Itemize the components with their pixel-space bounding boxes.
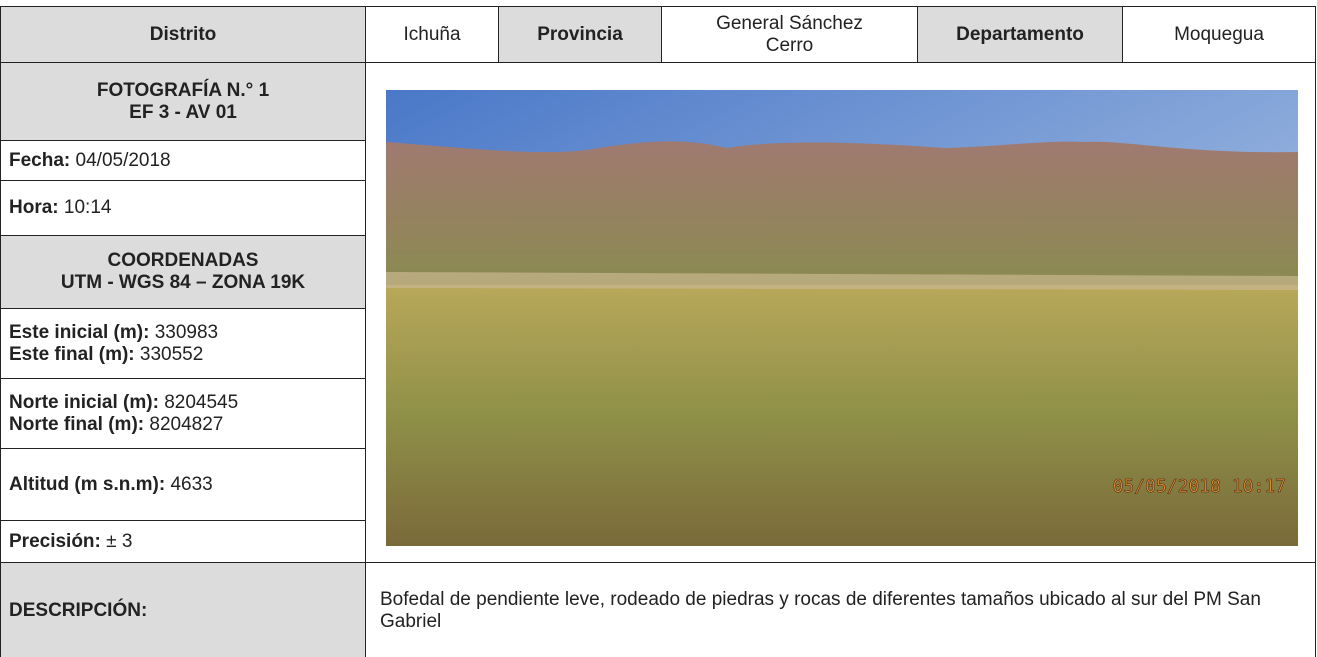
description-text: Bofedal de pendiente leve, rodeado de pi…: [365, 562, 1316, 657]
este-cell: Este inicial (m): 330983 Este final (m):…: [0, 308, 366, 379]
hora-cell: Hora: 10:14: [0, 180, 366, 236]
value: 8204545: [164, 391, 239, 413]
label: Norte final (m):: [9, 413, 145, 435]
photo-cell: 05/05/2018 10:17: [365, 62, 1316, 563]
value: 4633: [170, 473, 213, 495]
value: 8204827: [149, 413, 224, 435]
provincia: General Sánchez Cerro: [661, 6, 918, 63]
photo-title-cell: FOTOGRAFÍA N.° 1 EF 3 - AV 01: [0, 62, 366, 141]
departamento: Moquegua: [1122, 6, 1316, 63]
precision-cell: Precisión: ± 3: [0, 520, 366, 563]
label: Fecha:: [9, 149, 71, 171]
label: Hora:: [9, 197, 59, 218]
value: 330983: [154, 321, 219, 343]
value: 10:14: [63, 197, 112, 218]
label: Este inicial (m):: [9, 321, 150, 343]
coord-cell: COORDENADAS UTM - WGS 84 – ZONA 19K: [0, 235, 366, 309]
fecha-cell: Fecha: 04/05/2018: [0, 140, 366, 181]
photo: 05/05/2018 10:17: [386, 90, 1298, 546]
value: 04/05/2018: [75, 149, 171, 171]
label: Precisión:: [9, 530, 101, 552]
provincia-label: Provincia: [498, 6, 662, 63]
norte-cell: Norte inicial (m): 8204545 Norte final (…: [0, 378, 366, 449]
distrito-label: Distrito: [0, 6, 366, 63]
distrito: Ichuña: [365, 6, 499, 63]
photo-timestamp: 05/05/2018 10:17: [1113, 476, 1286, 497]
coord-system: UTM - WGS 84 – ZONA 19K: [60, 272, 306, 293]
label: Este final (m):: [9, 343, 135, 365]
value: ± 3: [106, 530, 133, 552]
departamento-label: Departamento: [917, 6, 1123, 63]
label: Altitud (m s.n.m):: [9, 473, 166, 495]
label: Norte inicial (m):: [9, 391, 159, 413]
photo-title: FOTOGRAFÍA N.° 1: [96, 79, 270, 101]
value: 330552: [139, 343, 204, 365]
altitud-cell: Altitud (m s.n.m): 4633: [0, 448, 366, 521]
description-label: DESCRIPCIÓN:: [0, 562, 366, 657]
photo-code: EF 3 - AV 01: [129, 101, 237, 123]
coord-title: COORDENADAS: [107, 250, 259, 271]
